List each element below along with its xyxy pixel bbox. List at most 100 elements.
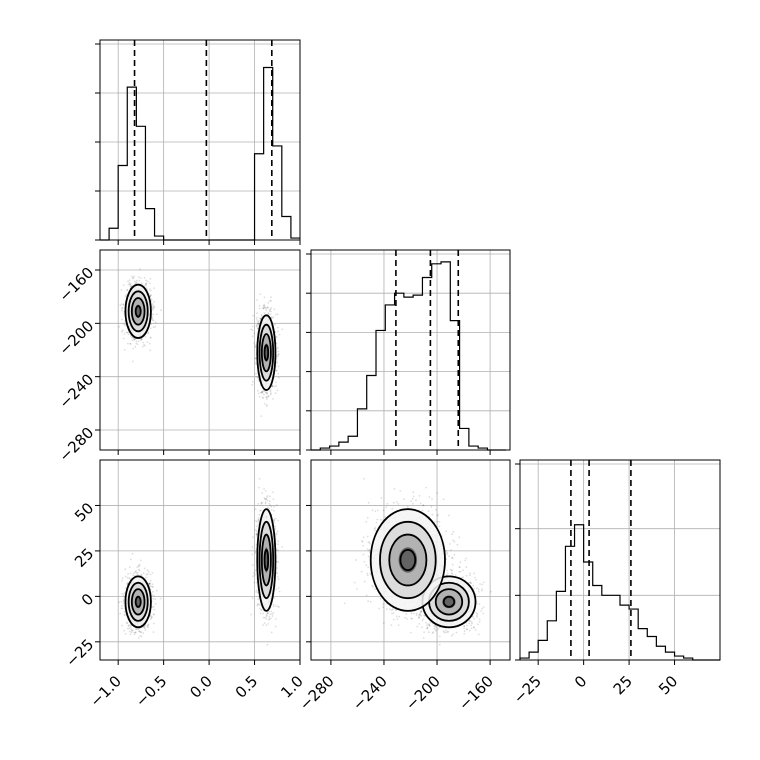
sample-point [272,612,275,614]
sample-point [140,574,143,576]
x-tick-label: 50 [655,672,681,698]
sample-point [270,505,273,508]
sample-point [121,624,123,627]
sample-point [137,637,140,639]
sample-point [132,337,135,340]
sample-point [257,323,259,325]
sample-point [135,340,138,343]
sample-point [131,629,134,632]
sample-point [123,323,125,326]
y-tick-label: −160 [56,264,98,306]
sample-point [124,632,127,635]
sample-point [266,495,269,497]
sample-point [134,631,137,634]
sample-point [146,341,149,343]
sample-point [127,573,129,575]
sample-point [265,497,267,500]
sample-point [252,575,255,577]
sample-point [122,602,125,605]
sample-point [150,616,153,619]
sample-point [140,338,143,340]
sample-point [265,618,268,620]
sample-point [265,391,268,394]
x-tick-label: 0 [571,672,590,691]
sample-point [274,517,277,520]
sample-point [149,278,152,280]
sample-point [150,298,153,301]
sample-point [263,497,266,499]
sample-point [277,372,280,375]
sample-point [120,604,123,607]
sample-point [256,312,258,315]
sample-point [151,303,154,305]
sample-point [129,558,132,561]
sample-point [270,631,273,634]
sample-point [148,582,151,585]
sample-point [143,277,146,279]
sample-point [155,313,158,315]
sample-point [281,328,284,331]
sample-point [124,568,127,571]
sample-point [253,332,256,335]
sample-point [132,360,134,363]
contour-line [260,333,272,373]
sample-point [126,331,129,334]
sample-point [134,631,137,634]
sample-point [138,630,141,633]
sample-point [131,339,134,342]
sample-point [269,308,271,311]
sample-point [270,316,273,319]
sample-point [257,327,259,330]
sample-point [266,613,268,615]
sample-point [148,342,151,345]
sample-point [122,303,125,306]
sample-point [266,306,269,308]
sample-point [121,306,124,309]
contour-line [134,305,142,318]
sample-point [149,618,152,620]
sample-point [258,477,261,480]
sample-point [267,395,270,397]
sample-point [266,499,269,502]
sample-point [256,376,259,379]
sample-point [274,313,277,316]
sample-point [128,566,131,569]
sample-point [260,609,263,611]
sample-point [138,630,141,633]
sample-point [260,415,263,417]
sample-point [131,336,133,339]
sample-point [269,613,272,616]
sample-point [252,536,254,539]
sample-point [135,342,138,345]
sample-point [148,582,151,585]
sample-point [121,318,123,321]
sample-point [143,627,146,630]
sample-point [136,566,139,569]
sample-point [266,393,269,395]
sample-point [154,598,157,601]
sample-point [137,340,140,342]
sample-point [253,573,256,576]
sample-point [259,509,261,512]
sample-point [269,504,271,507]
sample-point [149,294,152,297]
sample-point [254,550,257,553]
sample-point [124,575,127,578]
sample-point [275,548,278,551]
sample-point [275,618,277,620]
sample-point [256,320,259,323]
sample-point [254,346,257,348]
sample-point [253,342,255,344]
sample-point [271,385,274,388]
sample-point [152,319,155,322]
sample-point [268,503,271,505]
sample-point [145,282,147,285]
sample-point [135,281,137,284]
sample-point [265,309,268,312]
sample-point [269,390,272,393]
sample-point [151,585,154,588]
sample-point [275,362,278,365]
sample-point [121,330,123,333]
sample-point [133,633,136,636]
x-tick-label: 0.0 [186,672,216,702]
